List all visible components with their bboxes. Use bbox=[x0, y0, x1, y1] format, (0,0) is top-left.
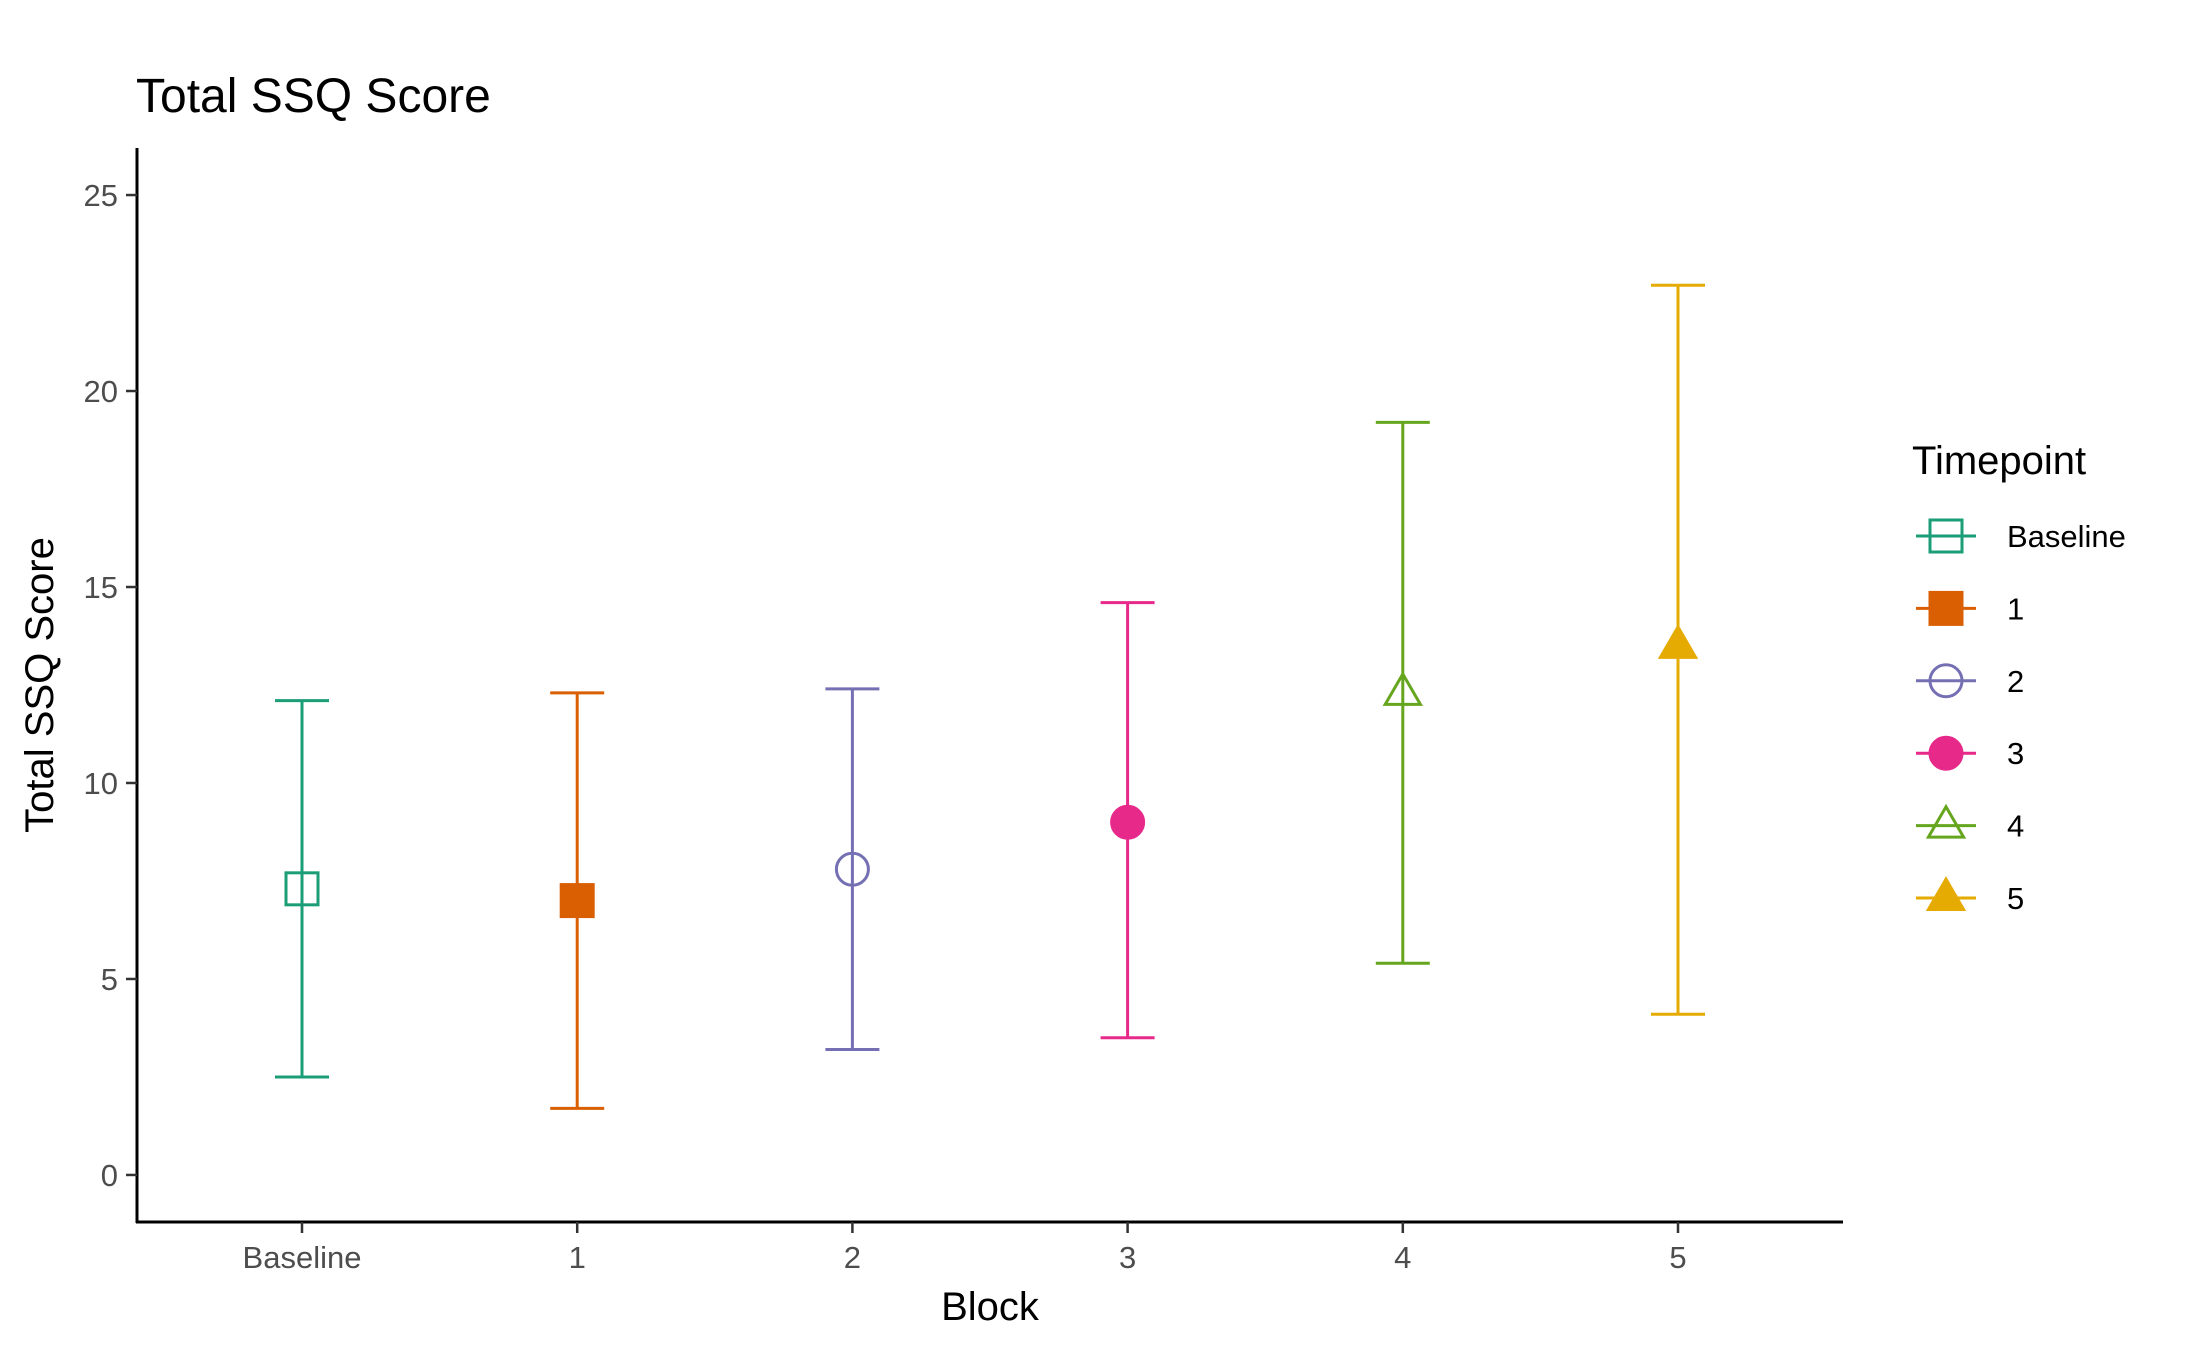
series-baseline bbox=[275, 699, 329, 1079]
legend-label: 4 bbox=[2007, 809, 2024, 844]
legend-title: Timepoint bbox=[1912, 439, 2086, 483]
data-point bbox=[559, 883, 595, 919]
x-tick-label: 5 bbox=[1669, 1240, 1686, 1275]
y-tick-label: 15 bbox=[84, 570, 118, 605]
data-point bbox=[1382, 670, 1424, 706]
y-tick-label: 25 bbox=[84, 178, 118, 213]
legend-key-marker bbox=[1928, 590, 1964, 626]
legend-label: 1 bbox=[2007, 591, 2024, 626]
x-axis-ticks: Baseline 1 2 3 4 5 bbox=[243, 1222, 1687, 1275]
legend-key-marker bbox=[1928, 663, 1964, 699]
x-tick-label: Baseline bbox=[243, 1240, 362, 1275]
series-5 bbox=[1651, 283, 1705, 1016]
legend-item: 4 bbox=[1916, 803, 2024, 844]
legend-label: 2 bbox=[2007, 664, 2024, 699]
data-point bbox=[834, 851, 870, 887]
x-tick-label: 4 bbox=[1394, 1240, 1411, 1275]
legend-item: 5 bbox=[1916, 876, 2024, 916]
series-2 bbox=[825, 687, 880, 1052]
x-tick-label: 2 bbox=[844, 1240, 861, 1275]
legend: Timepoint Baseline 1 2 3 4 5 bbox=[1912, 439, 2126, 916]
legend-item: 3 bbox=[1916, 735, 2024, 771]
legend-key-marker bbox=[1925, 803, 1967, 839]
y-tick-label: 5 bbox=[101, 962, 118, 997]
legend-item: 1 bbox=[1916, 590, 2024, 626]
series-3 bbox=[1100, 601, 1155, 1040]
y-tick-label: 10 bbox=[84, 766, 118, 801]
legend-item: 2 bbox=[1916, 663, 2024, 699]
x-axis-title: Block bbox=[941, 1285, 1040, 1329]
y-axis-ticks: 0 5 10 15 20 25 bbox=[84, 178, 137, 1193]
series-4 bbox=[1375, 420, 1430, 965]
y-axis-title: Total SSQ Score bbox=[18, 537, 62, 833]
legend-key-marker bbox=[1925, 876, 1967, 912]
plot-marks bbox=[275, 283, 1705, 1110]
data-point bbox=[1110, 804, 1146, 840]
x-tick-label: 1 bbox=[569, 1240, 586, 1275]
y-tick-label: 20 bbox=[84, 374, 118, 409]
chart-title: Total SSQ Score bbox=[136, 70, 491, 123]
y-tick-label: 0 bbox=[101, 1158, 118, 1193]
legend-key-marker bbox=[1928, 518, 1964, 554]
legend-label: 5 bbox=[2007, 881, 2024, 916]
x-tick-label: 3 bbox=[1119, 1240, 1136, 1275]
series-1 bbox=[550, 691, 605, 1110]
data-point bbox=[1657, 623, 1699, 659]
data-point bbox=[284, 871, 320, 907]
legend-key-marker bbox=[1928, 735, 1964, 771]
legend-label: 3 bbox=[2007, 736, 2024, 771]
legend-label: Baseline bbox=[2007, 519, 2126, 554]
legend-item: Baseline bbox=[1916, 518, 2126, 554]
